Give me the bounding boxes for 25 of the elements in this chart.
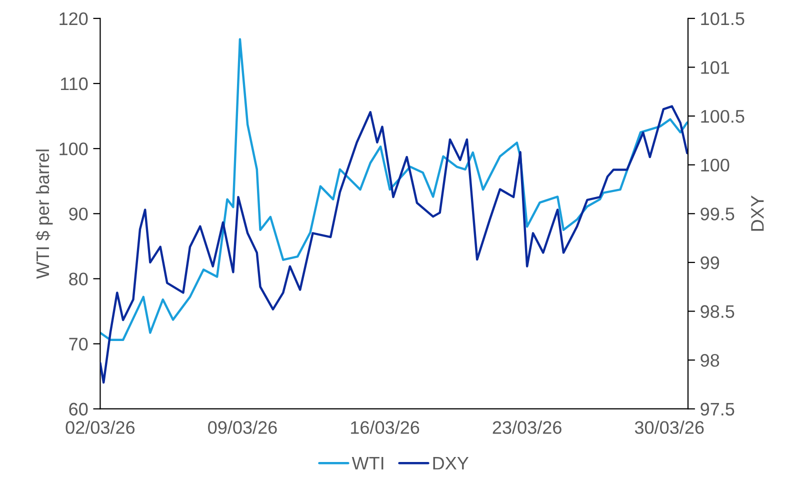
x-tick-label: 16/03/26 xyxy=(351,420,420,434)
y-tick-label: 70 xyxy=(69,338,88,351)
y-tick-label: 80 xyxy=(69,272,88,286)
y2-tick-label: 99.5 xyxy=(700,208,734,220)
x-tick-label: 02/03/26 xyxy=(66,420,135,434)
y-tick-label: 120 xyxy=(60,12,88,26)
legend-label: WTI xyxy=(352,457,384,470)
y2-tick-label: 101 xyxy=(701,61,730,74)
y-tick-label: 100 xyxy=(60,142,88,156)
x-tick-label: 30/03/26 xyxy=(634,420,704,434)
y2-tick-label: 100 xyxy=(701,158,730,172)
y2-tick-label: 98.5 xyxy=(700,305,734,318)
y2-tick-label: 99 xyxy=(700,256,720,270)
y-tick-label: 110 xyxy=(60,77,88,90)
y2-tick-label: 100.5 xyxy=(701,110,744,123)
y-axis-title: WTI $ per barrel xyxy=(36,150,53,279)
y2-tick-label: 97.5 xyxy=(700,402,734,416)
y2-axis-title: DXY xyxy=(751,195,764,231)
x-tick-label: 09/03/26 xyxy=(208,420,277,434)
y2-tick-label: 101.5 xyxy=(701,12,744,26)
legend-label: DXY xyxy=(433,457,469,470)
x-tick-label: 23/03/26 xyxy=(492,420,562,434)
y2-tick-label: 98 xyxy=(700,354,720,367)
y-tick-label: 60 xyxy=(69,402,88,416)
y-tick-label: 90 xyxy=(69,208,88,220)
